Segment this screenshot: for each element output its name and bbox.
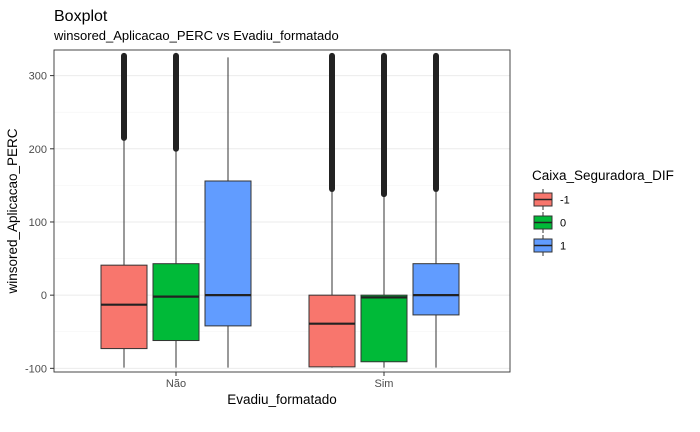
box-rect: [204, 180, 252, 327]
legend-label: 1: [560, 241, 566, 253]
axes-group: -100 0 100 200 300 Não Sim: [25, 71, 394, 390]
box-0-Não: [152, 52, 200, 368]
legend-title: Caixa_Seguradora_DIF: [532, 168, 674, 183]
box-1-Não: [204, 57, 252, 368]
box-0-Sim: [360, 52, 408, 368]
y-tick-label: -100: [25, 363, 47, 375]
y-tick-label: 300: [29, 71, 47, 83]
y-tick-label: 200: [29, 144, 47, 156]
x-tick-label: Não: [166, 378, 186, 390]
x-tick-label: Sim: [375, 378, 394, 390]
y-tick-label: 0: [41, 290, 47, 302]
box--1-Não: [100, 52, 148, 368]
x-axis-title: Evadiu_formatado: [227, 392, 337, 407]
box-rect: [360, 294, 408, 363]
box-rect: [100, 264, 148, 350]
box-rect: [412, 263, 460, 316]
y-tick-label: 100: [29, 217, 47, 229]
box-series-group: [100, 52, 460, 368]
legend-item-0: 0: [533, 212, 566, 233]
box-1-Sim: [412, 52, 460, 368]
box-rect: [152, 263, 200, 342]
plot-panel: [53, 49, 511, 373]
legend: -1 0 1: [533, 189, 570, 256]
box--1-Sim: [308, 52, 356, 368]
legend-label: -1: [560, 195, 570, 207]
legend-item--1: -1: [533, 189, 570, 210]
chart-subtitle: winsored_Aplicacao_PERC vs Evadiu_format…: [53, 28, 339, 43]
chart-title: Boxplot: [54, 8, 108, 25]
legend-label: 0: [560, 218, 566, 230]
box-rect: [308, 294, 356, 368]
legend-item-1: 1: [533, 235, 566, 256]
y-axis-title: winsored_Aplicacao_PERC: [5, 128, 20, 294]
